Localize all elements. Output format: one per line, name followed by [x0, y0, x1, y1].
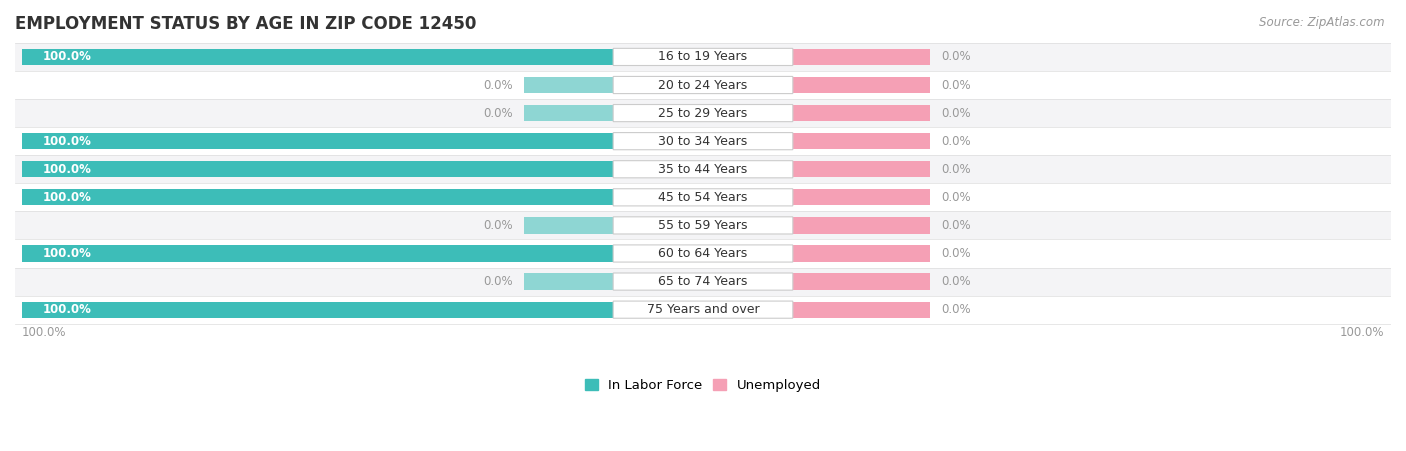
Bar	[793, 273, 929, 290]
Text: 100.0%: 100.0%	[42, 163, 91, 176]
Bar	[22, 189, 613, 206]
Bar	[15, 127, 1391, 155]
Bar	[793, 245, 929, 262]
FancyBboxPatch shape	[613, 76, 793, 94]
FancyBboxPatch shape	[613, 217, 793, 234]
Bar	[22, 133, 613, 149]
Text: 0.0%: 0.0%	[941, 275, 970, 288]
Text: 100.0%: 100.0%	[42, 135, 91, 147]
Bar	[15, 239, 1391, 267]
FancyBboxPatch shape	[613, 161, 793, 178]
Text: 0.0%: 0.0%	[941, 219, 970, 232]
Text: 0.0%: 0.0%	[941, 106, 970, 120]
FancyBboxPatch shape	[613, 273, 793, 290]
Text: 60 to 64 Years: 60 to 64 Years	[658, 247, 748, 260]
Bar	[15, 99, 1391, 127]
Bar	[524, 77, 613, 93]
Text: 100.0%: 100.0%	[42, 51, 91, 64]
Text: 45 to 54 Years: 45 to 54 Years	[658, 191, 748, 204]
Text: 75 Years and over: 75 Years and over	[647, 303, 759, 316]
Text: 0.0%: 0.0%	[941, 78, 970, 92]
FancyBboxPatch shape	[613, 189, 793, 206]
Bar	[524, 273, 613, 290]
Bar	[15, 155, 1391, 183]
Bar	[22, 49, 613, 65]
Text: 0.0%: 0.0%	[484, 219, 513, 232]
FancyBboxPatch shape	[613, 105, 793, 122]
Text: 100.0%: 100.0%	[42, 303, 91, 316]
Text: 0.0%: 0.0%	[484, 275, 513, 288]
Text: 100.0%: 100.0%	[42, 191, 91, 204]
Bar	[793, 217, 929, 234]
Text: 0.0%: 0.0%	[941, 247, 970, 260]
Text: 0.0%: 0.0%	[941, 51, 970, 64]
Text: 0.0%: 0.0%	[941, 191, 970, 204]
Bar	[22, 302, 613, 318]
Text: 30 to 34 Years: 30 to 34 Years	[658, 135, 748, 147]
Bar	[15, 295, 1391, 324]
Bar	[22, 245, 613, 262]
FancyBboxPatch shape	[613, 301, 793, 318]
Text: 35 to 44 Years: 35 to 44 Years	[658, 163, 748, 176]
Bar	[22, 161, 613, 177]
Text: 20 to 24 Years: 20 to 24 Years	[658, 78, 748, 92]
Text: 25 to 29 Years: 25 to 29 Years	[658, 106, 748, 120]
FancyBboxPatch shape	[613, 245, 793, 262]
Text: 0.0%: 0.0%	[484, 78, 513, 92]
Text: EMPLOYMENT STATUS BY AGE IN ZIP CODE 12450: EMPLOYMENT STATUS BY AGE IN ZIP CODE 124…	[15, 15, 477, 33]
FancyBboxPatch shape	[613, 48, 793, 65]
Bar	[15, 267, 1391, 295]
Text: 0.0%: 0.0%	[941, 135, 970, 147]
Bar	[793, 105, 929, 121]
Bar	[793, 161, 929, 177]
Bar	[793, 133, 929, 149]
Bar	[15, 71, 1391, 99]
Bar	[15, 212, 1391, 239]
Bar	[524, 105, 613, 121]
FancyBboxPatch shape	[613, 133, 793, 150]
Text: 100.0%: 100.0%	[42, 247, 91, 260]
Bar	[15, 183, 1391, 212]
Bar	[793, 77, 929, 93]
Text: 100.0%: 100.0%	[1340, 327, 1384, 340]
Bar	[793, 49, 929, 65]
Text: 65 to 74 Years: 65 to 74 Years	[658, 275, 748, 288]
Bar	[15, 43, 1391, 71]
Text: 0.0%: 0.0%	[941, 163, 970, 176]
Text: 100.0%: 100.0%	[22, 327, 66, 340]
Text: Source: ZipAtlas.com: Source: ZipAtlas.com	[1260, 16, 1385, 29]
Text: 0.0%: 0.0%	[484, 106, 513, 120]
Bar	[524, 217, 613, 234]
Text: 55 to 59 Years: 55 to 59 Years	[658, 219, 748, 232]
Bar	[793, 189, 929, 206]
Bar	[793, 302, 929, 318]
Text: 0.0%: 0.0%	[941, 303, 970, 316]
Legend: In Labor Force, Unemployed: In Labor Force, Unemployed	[579, 374, 827, 398]
Text: 16 to 19 Years: 16 to 19 Years	[658, 51, 748, 64]
